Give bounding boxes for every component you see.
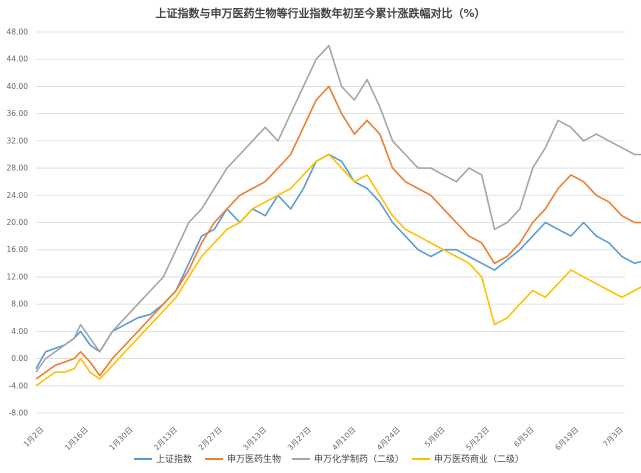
y-tick-label: 20.00 [7, 218, 29, 227]
grid-layer [36, 31, 625, 414]
series-line-3 [35, 44, 641, 373]
legend-label: 上证指数 [156, 453, 192, 465]
series-line-4 [35, 153, 641, 387]
y-tick-label: 36.00 [7, 109, 29, 118]
x-tick-label: 3月27日 [286, 425, 313, 452]
y-tick-label: 12.00 [7, 272, 29, 281]
x-tick-label: 1月2日 [22, 425, 46, 449]
x-tick-label: 1月30日 [107, 425, 134, 452]
legend: 上证指数 申万医药生物 申万化学制药（二级） 申万医药商业（二级） [134, 453, 524, 465]
y-tick-label: 28.00 [7, 164, 29, 173]
x-tick-label: 5月22日 [464, 425, 491, 452]
series-line-2 [35, 85, 641, 380]
x-tick-label: 6月19日 [553, 425, 580, 452]
y-tick-label: 8.00 [11, 300, 28, 309]
x-tick-label: 2月13日 [152, 425, 179, 452]
y-tick-label: -4.00 [9, 381, 29, 390]
x-tick-label: 1月16日 [63, 425, 90, 452]
series-layer [35, 44, 641, 387]
y-tick-label: 44.00 [7, 55, 29, 64]
y-tick-label: 24.00 [7, 191, 29, 200]
x-axis-ticks: 1月2日 1月16日 1月30日 2月13日 2月27日 3月13日 3月27日 4月10日 4… [22, 425, 625, 452]
legend-label: 申万化学制药（二级） [314, 453, 404, 465]
y-tick-label: 4.00 [11, 327, 28, 336]
chart-title: 上证指数与申万医药生物等行业指数年初至今累计涨跌幅对比（%） [155, 6, 485, 20]
x-tick-label: 7月3日 [601, 425, 625, 449]
y-tick-label: 40.00 [7, 82, 29, 91]
x-tick-label: 3月13日 [241, 425, 268, 452]
y-tick-label: 48.00 [7, 28, 29, 37]
legend-label: 申万医药生物 [227, 453, 281, 465]
x-tick-label: 5月8日 [423, 425, 447, 449]
y-tick-label: 16.00 [7, 245, 29, 254]
x-tick-label: 2月27日 [197, 425, 224, 452]
y-tick-label: 0.00 [11, 354, 28, 363]
series-line-1 [35, 153, 641, 370]
legend-label: 申万医药商业（二级） [434, 453, 524, 465]
x-tick-label: 4月24日 [375, 425, 402, 452]
y-axis-ticks: -8.00 -4.00 0.00 4.00 8.00 12.00 16.00 20.00 24.… [7, 28, 29, 418]
x-tick-label: 4月10日 [330, 425, 357, 452]
x-tick-label: 6月5日 [512, 425, 536, 449]
y-tick-label: 32.00 [7, 136, 29, 145]
y-tick-label: -8.00 [9, 409, 29, 418]
